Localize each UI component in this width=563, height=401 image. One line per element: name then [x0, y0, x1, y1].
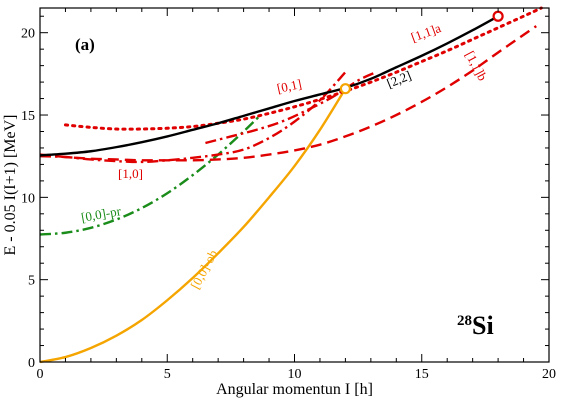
- series-line-1-1-a: [63, 6, 543, 131]
- band-crossing-marker: [339, 83, 351, 95]
- x-tick-label: 15: [415, 367, 429, 382]
- nucleus-label: 28Si: [457, 311, 494, 340]
- y-tick-label: 20: [21, 27, 35, 42]
- band-crossing-marker: [492, 10, 504, 22]
- series-label-0-0-ob: [0,0]-ob: [187, 247, 220, 291]
- series-line-0-0-pr: [39, 115, 260, 236]
- x-tick-label: 10: [288, 367, 302, 382]
- series-label-1-0: [1,0]: [118, 166, 143, 181]
- series-line-2-2: [39, 15, 499, 157]
- axis-ticks: [39, 8, 550, 363]
- y-tick-label: 0: [28, 356, 35, 371]
- x-tick-label: 5: [164, 367, 171, 382]
- y-tick-label: 10: [21, 191, 35, 206]
- x-tick-label: 20: [542, 367, 556, 382]
- y-tick-label: 15: [21, 109, 35, 124]
- series-label-1-1-b: [1,1]b: [462, 48, 490, 83]
- series-label-0-0-pr: [0,0]-pr: [80, 203, 123, 225]
- nucleus-mass: 28: [457, 313, 472, 329]
- series-label-1-1-a: [1,1]a: [409, 20, 443, 45]
- plot-markers: [339, 10, 504, 95]
- nucleus-symbol: Si: [472, 311, 494, 340]
- y-axis-title: E - 0.05 I(I+1) [MeV]: [2, 115, 19, 256]
- tick-labels: 0 5 10 15 20 0 5 10 15 20: [21, 27, 556, 382]
- plot-curves: [39, 6, 543, 364]
- series-line-0-1: [205, 71, 377, 145]
- series-label-0-1: [0,1]: [276, 76, 303, 96]
- series-line-1-1-b: [39, 25, 537, 162]
- series-line-0-0-ob: [39, 88, 347, 364]
- x-axis-title: Angular momentun I [h]: [216, 381, 373, 398]
- band-labels: [0,0]-ob[0,0]-pr[1,0][0,1][1,1]a[1,1]b[2…: [80, 20, 490, 291]
- y-tick-label: 5: [28, 274, 35, 289]
- x-tick-label: 0: [37, 367, 44, 382]
- panel-label: (a): [75, 35, 95, 54]
